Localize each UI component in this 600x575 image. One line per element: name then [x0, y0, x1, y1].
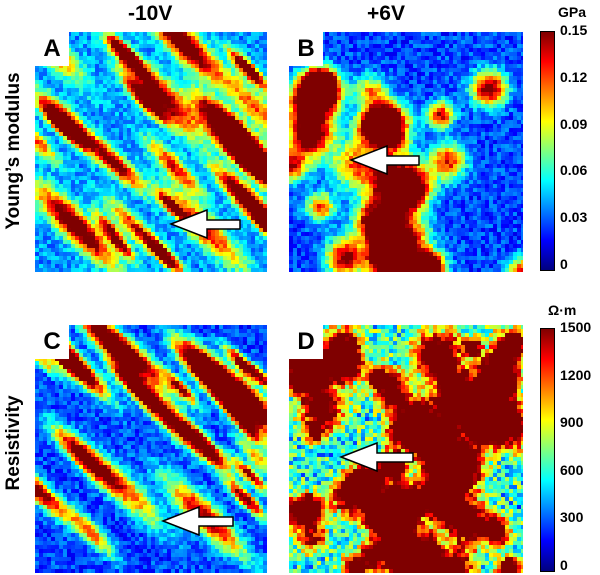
colorbar-bottom [540, 328, 555, 572]
colorbar-tick-label: 0.15 [560, 22, 588, 38]
arrow-icon [168, 208, 241, 240]
colorbar-tick-label: 1200 [560, 366, 592, 383]
panel-d: D [289, 325, 523, 573]
panel-d-map [289, 325, 523, 573]
arrow-icon [348, 144, 420, 176]
column-heading-left: -10V [128, 2, 173, 25]
colorbar-tick-label: 900 [560, 414, 584, 431]
colorbar-tick-label: 0 [560, 256, 568, 272]
panel-label-a: A [35, 32, 69, 66]
colorbar-tick-label: 0 [560, 557, 568, 573]
row-heading-top: Young’s modulus [3, 72, 24, 230]
panel-a: A [35, 32, 267, 272]
arrow-icon [160, 505, 234, 537]
panel-label-d: D [289, 325, 323, 359]
colorbar-tick-label: 0.09 [560, 115, 588, 132]
colorbar-top [540, 31, 555, 271]
panel-b: B [289, 32, 523, 272]
panel-c-map [35, 325, 267, 573]
column-heading-right: +6V [367, 2, 405, 25]
colorbar-tick-label: 0.12 [560, 68, 588, 85]
panel-c: C [35, 325, 267, 573]
colorbar-tick-label: 600 [560, 461, 584, 478]
colorbar-tick-label: 0.03 [560, 209, 588, 226]
colorbar-tick-label: 1500 [560, 319, 592, 335]
colorbar-unit-top: GPa [558, 4, 587, 20]
colorbar-unit-bottom: Ω·m [548, 302, 577, 318]
colorbar-tick-label: 0.06 [560, 162, 588, 179]
row-heading-bottom: Resistivity [3, 395, 24, 491]
panel-label-b: B [289, 32, 323, 66]
arrow-icon [338, 441, 414, 473]
panel-label-c: C [35, 325, 69, 359]
colorbar-tick-label: 300 [560, 509, 584, 526]
